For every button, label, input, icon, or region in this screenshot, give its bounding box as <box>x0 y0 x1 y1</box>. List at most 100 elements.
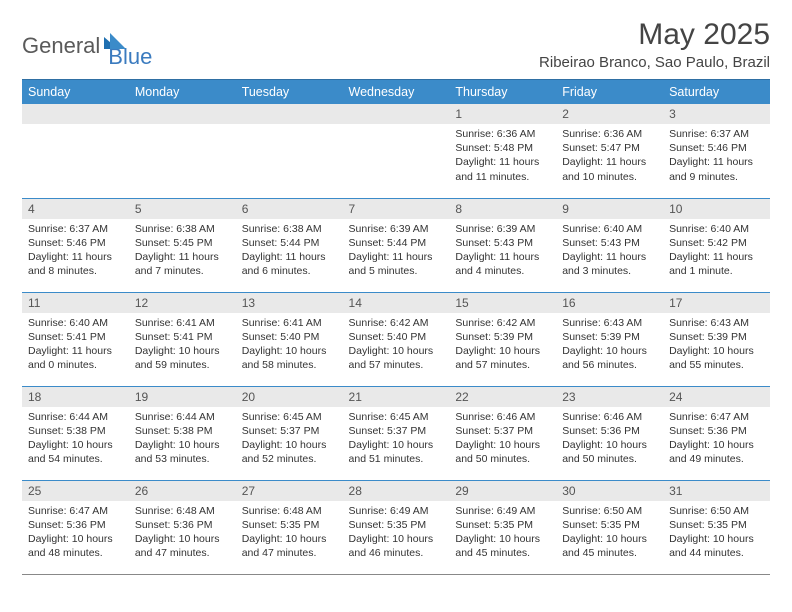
calendar-table: SundayMondayTuesdayWednesdayThursdayFrid… <box>22 79 770 575</box>
brand-logo: General Blue <box>22 18 152 70</box>
day-details: Sunrise: 6:47 AMSunset: 5:36 PMDaylight:… <box>663 407 770 469</box>
day-details: Sunrise: 6:38 AMSunset: 5:45 PMDaylight:… <box>129 219 236 281</box>
day-cell: 6Sunrise: 6:38 AMSunset: 5:44 PMDaylight… <box>236 198 343 292</box>
day-details: Sunrise: 6:43 AMSunset: 5:39 PMDaylight:… <box>663 313 770 375</box>
day-details: Sunrise: 6:36 AMSunset: 5:47 PMDaylight:… <box>556 124 663 186</box>
day-header-row: SundayMondayTuesdayWednesdayThursdayFrid… <box>22 80 770 105</box>
day-number: 24 <box>663 387 770 407</box>
day-number <box>129 104 236 124</box>
day-cell: 21Sunrise: 6:45 AMSunset: 5:37 PMDayligh… <box>343 386 450 480</box>
day-cell: 19Sunrise: 6:44 AMSunset: 5:38 PMDayligh… <box>129 386 236 480</box>
day-details: Sunrise: 6:49 AMSunset: 5:35 PMDaylight:… <box>449 501 556 563</box>
day-details: Sunrise: 6:42 AMSunset: 5:39 PMDaylight:… <box>449 313 556 375</box>
day-details: Sunrise: 6:44 AMSunset: 5:38 PMDaylight:… <box>129 407 236 469</box>
day-number: 25 <box>22 481 129 501</box>
day-details: Sunrise: 6:37 AMSunset: 5:46 PMDaylight:… <box>22 219 129 281</box>
day-details: Sunrise: 6:36 AMSunset: 5:48 PMDaylight:… <box>449 124 556 186</box>
day-cell <box>236 104 343 198</box>
day-cell: 15Sunrise: 6:42 AMSunset: 5:39 PMDayligh… <box>449 292 556 386</box>
day-cell <box>343 104 450 198</box>
day-number: 23 <box>556 387 663 407</box>
week-row: 1Sunrise: 6:36 AMSunset: 5:48 PMDaylight… <box>22 104 770 198</box>
day-number: 21 <box>343 387 450 407</box>
day-number: 29 <box>449 481 556 501</box>
day-cell: 12Sunrise: 6:41 AMSunset: 5:41 PMDayligh… <box>129 292 236 386</box>
day-number <box>343 104 450 124</box>
day-number: 12 <box>129 293 236 313</box>
day-details: Sunrise: 6:48 AMSunset: 5:36 PMDaylight:… <box>129 501 236 563</box>
day-number: 26 <box>129 481 236 501</box>
day-cell: 17Sunrise: 6:43 AMSunset: 5:39 PMDayligh… <box>663 292 770 386</box>
day-number: 30 <box>556 481 663 501</box>
week-row: 25Sunrise: 6:47 AMSunset: 5:36 PMDayligh… <box>22 480 770 574</box>
day-number: 18 <box>22 387 129 407</box>
day-number <box>22 104 129 124</box>
day-details: Sunrise: 6:44 AMSunset: 5:38 PMDaylight:… <box>22 407 129 469</box>
day-number: 14 <box>343 293 450 313</box>
day-cell <box>22 104 129 198</box>
day-header: Thursday <box>449 80 556 105</box>
day-details: Sunrise: 6:45 AMSunset: 5:37 PMDaylight:… <box>236 407 343 469</box>
week-row: 18Sunrise: 6:44 AMSunset: 5:38 PMDayligh… <box>22 386 770 480</box>
day-number: 15 <box>449 293 556 313</box>
day-cell: 1Sunrise: 6:36 AMSunset: 5:48 PMDaylight… <box>449 104 556 198</box>
day-cell: 7Sunrise: 6:39 AMSunset: 5:44 PMDaylight… <box>343 198 450 292</box>
day-details: Sunrise: 6:46 AMSunset: 5:36 PMDaylight:… <box>556 407 663 469</box>
day-details: Sunrise: 6:50 AMSunset: 5:35 PMDaylight:… <box>556 501 663 563</box>
day-number: 13 <box>236 293 343 313</box>
day-number: 5 <box>129 199 236 219</box>
day-number: 10 <box>663 199 770 219</box>
day-number: 4 <box>22 199 129 219</box>
location: Ribeirao Branco, Sao Paulo, Brazil <box>539 54 770 71</box>
day-details: Sunrise: 6:40 AMSunset: 5:42 PMDaylight:… <box>663 219 770 281</box>
week-row: 11Sunrise: 6:40 AMSunset: 5:41 PMDayligh… <box>22 292 770 386</box>
day-cell: 14Sunrise: 6:42 AMSunset: 5:40 PMDayligh… <box>343 292 450 386</box>
day-details: Sunrise: 6:42 AMSunset: 5:40 PMDaylight:… <box>343 313 450 375</box>
day-details: Sunrise: 6:40 AMSunset: 5:43 PMDaylight:… <box>556 219 663 281</box>
day-number: 11 <box>22 293 129 313</box>
day-header: Friday <box>556 80 663 105</box>
day-cell: 4Sunrise: 6:37 AMSunset: 5:46 PMDaylight… <box>22 198 129 292</box>
day-cell: 5Sunrise: 6:38 AMSunset: 5:45 PMDaylight… <box>129 198 236 292</box>
day-number: 20 <box>236 387 343 407</box>
day-details: Sunrise: 6:49 AMSunset: 5:35 PMDaylight:… <box>343 501 450 563</box>
day-cell: 30Sunrise: 6:50 AMSunset: 5:35 PMDayligh… <box>556 480 663 574</box>
title-block: May 2025 Ribeirao Branco, Sao Paulo, Bra… <box>539 18 770 71</box>
day-number: 7 <box>343 199 450 219</box>
day-number: 16 <box>556 293 663 313</box>
day-header: Wednesday <box>343 80 450 105</box>
day-number: 1 <box>449 104 556 124</box>
month-title: May 2025 <box>539 18 770 52</box>
day-details: Sunrise: 6:43 AMSunset: 5:39 PMDaylight:… <box>556 313 663 375</box>
day-cell: 25Sunrise: 6:47 AMSunset: 5:36 PMDayligh… <box>22 480 129 574</box>
day-cell: 20Sunrise: 6:45 AMSunset: 5:37 PMDayligh… <box>236 386 343 480</box>
day-cell: 11Sunrise: 6:40 AMSunset: 5:41 PMDayligh… <box>22 292 129 386</box>
day-number <box>236 104 343 124</box>
day-details: Sunrise: 6:47 AMSunset: 5:36 PMDaylight:… <box>22 501 129 563</box>
day-cell: 26Sunrise: 6:48 AMSunset: 5:36 PMDayligh… <box>129 480 236 574</box>
day-details: Sunrise: 6:38 AMSunset: 5:44 PMDaylight:… <box>236 219 343 281</box>
day-number: 27 <box>236 481 343 501</box>
day-cell: 18Sunrise: 6:44 AMSunset: 5:38 PMDayligh… <box>22 386 129 480</box>
day-details: Sunrise: 6:41 AMSunset: 5:40 PMDaylight:… <box>236 313 343 375</box>
day-cell: 3Sunrise: 6:37 AMSunset: 5:46 PMDaylight… <box>663 104 770 198</box>
day-details: Sunrise: 6:45 AMSunset: 5:37 PMDaylight:… <box>343 407 450 469</box>
brand-part1: General <box>22 33 100 59</box>
day-header: Tuesday <box>236 80 343 105</box>
day-details: Sunrise: 6:41 AMSunset: 5:41 PMDaylight:… <box>129 313 236 375</box>
day-cell: 31Sunrise: 6:50 AMSunset: 5:35 PMDayligh… <box>663 480 770 574</box>
day-cell: 29Sunrise: 6:49 AMSunset: 5:35 PMDayligh… <box>449 480 556 574</box>
day-number: 19 <box>129 387 236 407</box>
day-details: Sunrise: 6:39 AMSunset: 5:44 PMDaylight:… <box>343 219 450 281</box>
day-number: 8 <box>449 199 556 219</box>
day-cell: 8Sunrise: 6:39 AMSunset: 5:43 PMDaylight… <box>449 198 556 292</box>
day-cell: 28Sunrise: 6:49 AMSunset: 5:35 PMDayligh… <box>343 480 450 574</box>
day-details: Sunrise: 6:46 AMSunset: 5:37 PMDaylight:… <box>449 407 556 469</box>
day-number: 9 <box>556 199 663 219</box>
day-cell: 23Sunrise: 6:46 AMSunset: 5:36 PMDayligh… <box>556 386 663 480</box>
day-cell: 9Sunrise: 6:40 AMSunset: 5:43 PMDaylight… <box>556 198 663 292</box>
day-cell: 16Sunrise: 6:43 AMSunset: 5:39 PMDayligh… <box>556 292 663 386</box>
day-number: 17 <box>663 293 770 313</box>
day-number: 2 <box>556 104 663 124</box>
header: General Blue May 2025 Ribeirao Branco, S… <box>22 18 770 71</box>
